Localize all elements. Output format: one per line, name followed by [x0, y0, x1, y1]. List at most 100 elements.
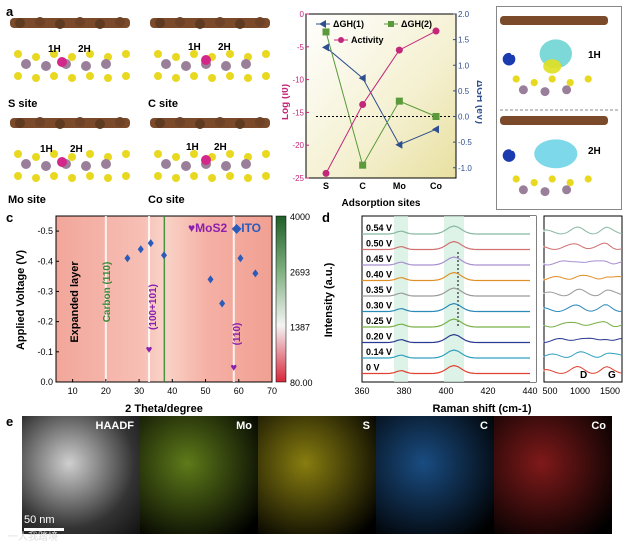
d-xtick: 360: [354, 386, 369, 396]
c-colorbar-tick: 2693: [290, 267, 310, 277]
mo-site-2h: 2H: [70, 144, 83, 155]
chart-a-xlabel: Adsorption sites: [342, 198, 421, 209]
a-series-line: [325, 30, 437, 174]
structure-s-site: [10, 17, 130, 82]
c-colorbar-tick: 1387: [290, 323, 310, 333]
scale-bar: [24, 528, 64, 531]
legend-ito: ◆ITO: [231, 221, 261, 235]
c-mos2-point: ♥: [146, 344, 153, 356]
a-ytick-left: 0: [300, 10, 305, 19]
eds-map-c: C: [376, 416, 494, 534]
a-ytick-right: -1.0: [458, 164, 472, 173]
d-xtick: 440: [522, 386, 537, 396]
c-site-label: C site: [148, 98, 178, 110]
a-xtick: S: [323, 181, 329, 191]
a-ytick-right: -0.5: [458, 138, 472, 147]
d-raman-curve: [362, 302, 530, 313]
panel-a-label: a: [6, 4, 14, 19]
d-raman-curve-high: [543, 242, 623, 250]
a-ytick-left: -5: [297, 43, 305, 52]
d-raman-curve-high: [543, 260, 623, 266]
d-raman-curve: [362, 318, 530, 328]
eds-map-co: Co: [494, 416, 612, 534]
chart-raman: 0.54 V 0.50 V 0.45 V 0.40 V 0.35 V 0.30 V 0.25…: [323, 215, 623, 415]
a-point-dgh1: [358, 74, 366, 83]
d-xtick: 420: [480, 386, 495, 396]
d-raman-curve: [362, 287, 530, 297]
scale-bar-label: 50 nm: [24, 514, 55, 526]
a-ytick-left: -25: [292, 174, 304, 183]
panel-b-1h: 1H: [588, 50, 601, 61]
c-colorbar-tick: 4000: [290, 212, 310, 222]
c-xtick: 40: [167, 386, 177, 396]
c-ytick: -0.1: [37, 347, 53, 357]
c-ito-point: [207, 275, 214, 284]
eds-map-label: S: [362, 420, 370, 432]
panel-b-e-top: e: [510, 47, 516, 58]
a-point-dgh2: [322, 28, 330, 36]
d-raman-curve-high: [543, 226, 623, 235]
d-xtick-high: 500: [542, 386, 557, 396]
legend-mos2: ♥MoS2: [188, 221, 227, 235]
mo-site-1h: 1H: [40, 144, 53, 155]
c-site-1h: 1H: [188, 42, 201, 53]
d-raman-curve-high: [543, 321, 623, 328]
eds-map-haadf: HAADF: [22, 416, 140, 534]
d-voltage-label: 0.25 V: [366, 316, 392, 326]
c-xtick: 50: [201, 386, 211, 396]
d-voltage-label: 0.20 V: [366, 332, 392, 342]
panel-b-e-bottom: e: [510, 143, 516, 154]
panel-b-2h: 2H: [588, 146, 601, 157]
d-voltage-label: 0.45 V: [366, 254, 392, 264]
annot-110: (110): [232, 323, 243, 346]
panel-d-label: d: [322, 210, 330, 225]
co-site-1h: 1H: [186, 142, 199, 153]
a-legend-entry: ΔGH(2): [401, 19, 432, 29]
d-raman-curve: [362, 271, 530, 282]
d-xtick-high: 1500: [600, 386, 620, 396]
d-voltage-label: 0 V: [366, 363, 380, 373]
watermark: 一人我踏境: [8, 532, 58, 543]
a-series-line: [325, 46, 437, 146]
a-ytick-left: -20: [292, 141, 304, 150]
a-ytick-right: 1.0: [458, 61, 470, 70]
c-ito-point: [161, 251, 167, 260]
co-site-2h: 2H: [214, 142, 227, 153]
c-xtick: 10: [68, 386, 78, 396]
a-point-dgh2: [432, 113, 440, 120]
chart-c-xlabel: 2 Theta/degree: [125, 403, 203, 415]
annot-g-band: G: [608, 370, 616, 381]
d-raman-curve: [362, 364, 530, 375]
c-ytick: 0.0: [40, 377, 53, 387]
d-xtick: 380: [396, 386, 411, 396]
panel-a-structures: [10, 17, 270, 182]
chart-a-ylabel-left: Log (i0): [282, 84, 291, 120]
eds-map-s: S: [258, 416, 376, 534]
a-point-activity: [322, 169, 330, 177]
a-ytick-left: -10: [292, 76, 304, 85]
d-raman-curve-high: [543, 304, 623, 312]
chart-activity: -25-20-15-10-50 -1.0-0.50.00.51.01.52.0 …: [282, 6, 482, 210]
a-point-dgh2: [395, 97, 403, 105]
c-ytick: -0.3: [37, 286, 53, 296]
d-raman-curve: [362, 240, 530, 251]
s-site-2h: 2H: [78, 44, 91, 55]
a-ytick-right: 0.0: [458, 113, 470, 122]
co-site-label: Co site: [148, 194, 185, 206]
c-ito-point: [219, 299, 226, 308]
c-xtick: 60: [234, 386, 244, 396]
d-raman-curve-high: [543, 351, 623, 358]
d-raman-curve-high: [543, 274, 623, 281]
a-series-line: [325, 31, 437, 167]
chart-xrd-heatmap: 10 20 30 40 50 60 70 0.0 -0.1 -0.2 -0.3 -0.4 -0.5 ♥ ♥…: [15, 212, 313, 415]
a-xtick: C: [359, 181, 366, 191]
a-point-dgh1: [395, 140, 403, 149]
d-raman-curve: [362, 225, 530, 235]
a-ytick-right: 1.5: [458, 36, 470, 45]
a-point-activity: [395, 46, 403, 54]
s-site-label: S site: [8, 98, 38, 110]
chart-d-ylabel: Intensity (a.u.): [323, 262, 335, 337]
d-raman-curve: [362, 256, 530, 266]
structure-mo-site: [10, 117, 130, 182]
eds-map-label: Co: [591, 420, 606, 432]
